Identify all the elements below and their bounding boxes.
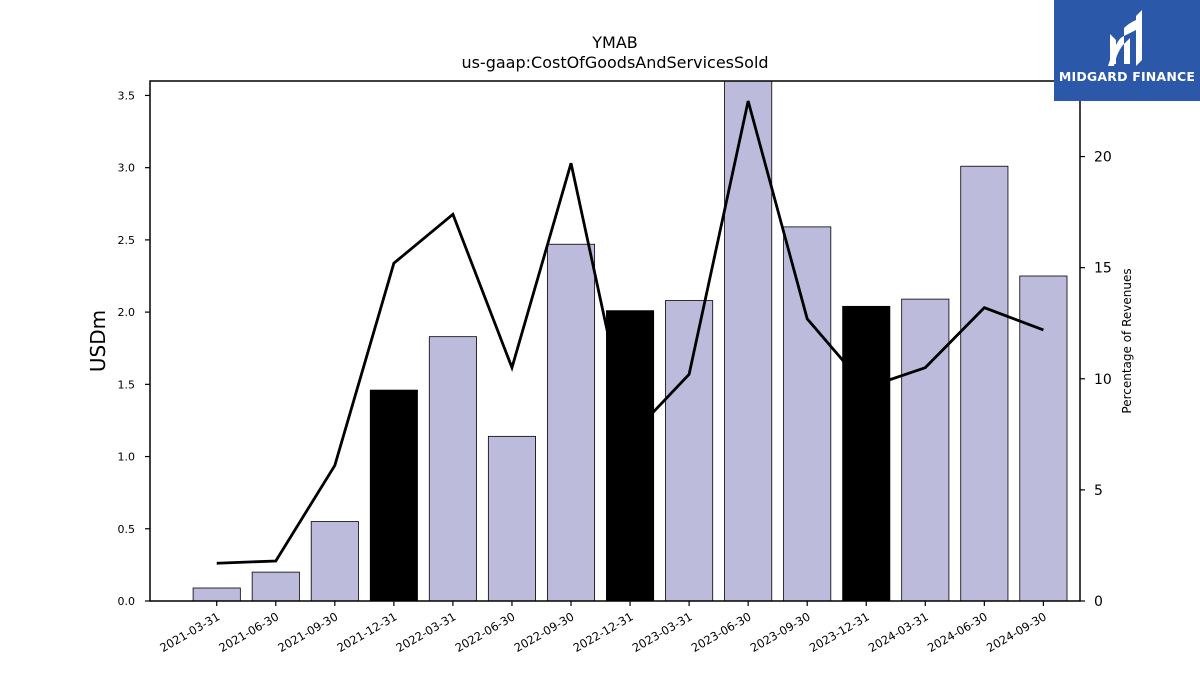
chart-title: YMAB	[591, 33, 638, 52]
bar	[487, 435, 536, 602]
bar	[901, 298, 950, 602]
y2-tick-label: 10	[1094, 372, 1112, 388]
y2-tick-label: 20	[1094, 150, 1112, 166]
x-tick-label: 2024-09-30	[984, 609, 1049, 655]
logo-text: MIDGARD FINANCE	[1058, 69, 1196, 84]
bar	[546, 243, 596, 602]
y2-tick-label: 15	[1094, 261, 1112, 277]
y2-tick-label: 5	[1094, 483, 1103, 499]
x-tick-label: 2021-06-30	[216, 609, 281, 655]
x-tick-label: 2024-03-31	[866, 609, 931, 655]
x-tick-label: 2023-12-31	[807, 609, 872, 655]
x-tick-label: 2022-06-30	[453, 609, 518, 655]
x-tick-label: 2023-03-31	[630, 609, 695, 655]
bar	[1019, 275, 1068, 602]
y2-axis-label: Percentage of Revenues	[1120, 268, 1134, 413]
bar	[369, 389, 418, 602]
x-tick-label: 2022-12-31	[571, 609, 636, 655]
bar	[960, 165, 1009, 602]
y-tick-label: 0.5	[118, 523, 136, 536]
y-tick-label: 1.0	[118, 451, 136, 464]
y-tick-label: 2.5	[118, 234, 136, 247]
bar-group	[192, 80, 1068, 602]
x-tick-label: 2022-09-30	[512, 609, 577, 655]
bar	[251, 571, 300, 602]
y-axis-label: USDm	[86, 310, 110, 372]
x-tick-label: 2023-09-30	[748, 609, 813, 655]
x-tick-label: 2023-06-30	[689, 609, 754, 655]
plot-frame	[149, 80, 1081, 602]
bar	[310, 521, 359, 602]
bar	[665, 300, 714, 602]
bar	[783, 226, 832, 602]
x-tick-label: 2024-06-30	[925, 609, 990, 655]
logo-mark-icon	[1108, 10, 1142, 66]
x-tick-label: 2021-03-31	[157, 609, 222, 655]
x-tick-label: 2022-03-31	[394, 609, 459, 655]
x-tick-label: 2021-09-30	[275, 609, 340, 655]
y-tick-label: 3.0	[118, 162, 136, 175]
y-tick-label: 1.5	[118, 378, 136, 391]
chart-subtitle: us-gaap:CostOfGoodsAndServicesSold	[461, 53, 768, 72]
y-tick-label: 2.0	[118, 306, 136, 319]
bar	[842, 305, 891, 602]
bar	[192, 587, 241, 602]
line-group	[216, 100, 1044, 565]
x-tick-label: 2021-12-31	[334, 609, 399, 655]
company-logo: MIDGARD FINANCE	[1054, 0, 1200, 101]
y2-tick-label: 0	[1094, 594, 1103, 610]
line-series	[216, 100, 1044, 565]
y-tick-label: 3.5	[118, 89, 136, 102]
y-tick-label: 0.0	[118, 595, 136, 608]
bar	[428, 336, 477, 602]
